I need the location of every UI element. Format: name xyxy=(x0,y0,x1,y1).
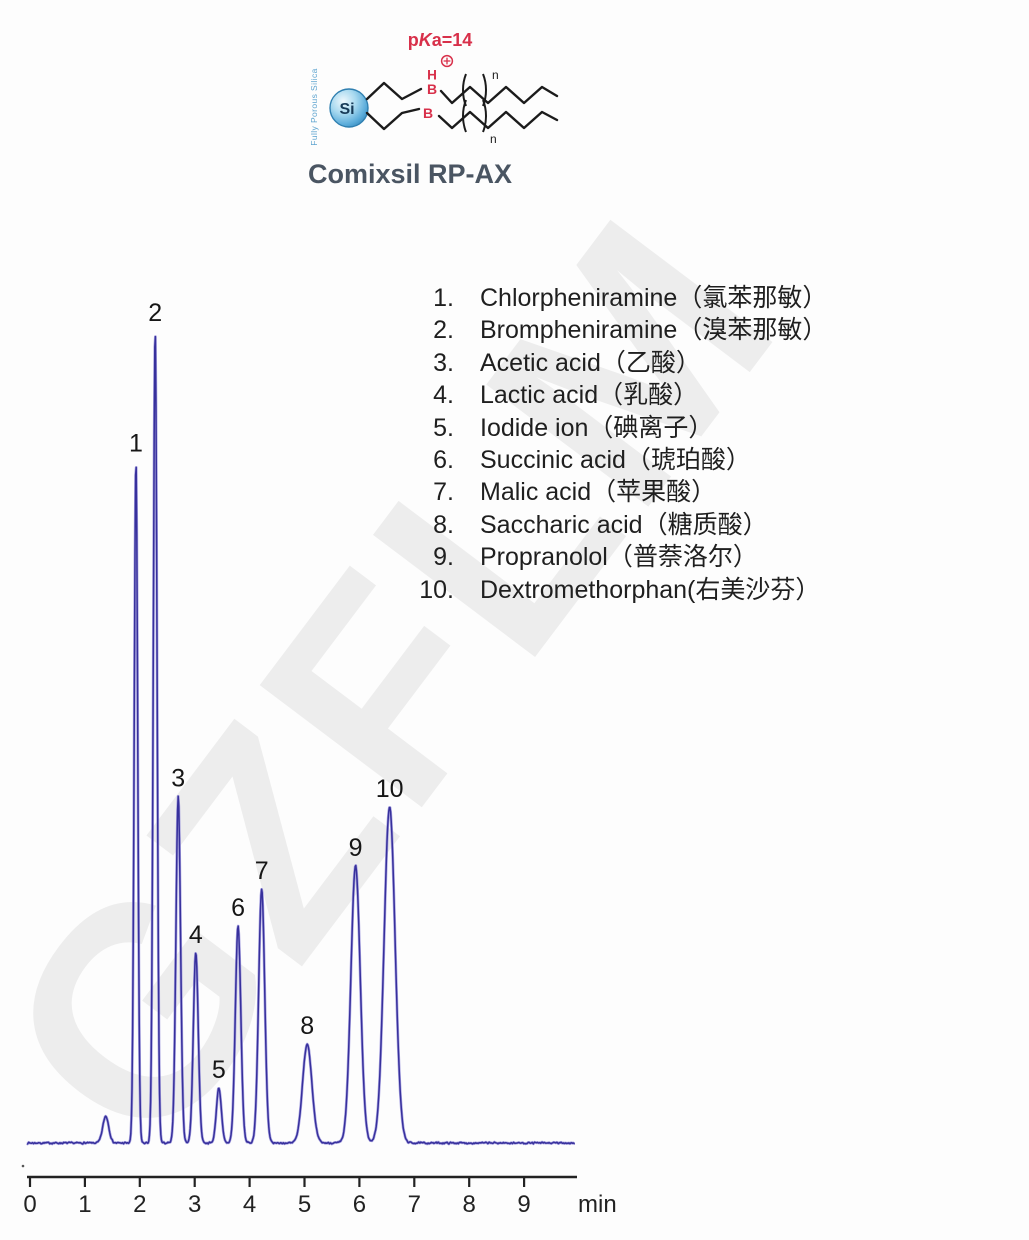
silica-ball-label: Si xyxy=(339,101,354,118)
peak-label-4: 4 xyxy=(189,921,203,949)
legend-item: 4. Lactic acid（乳酸） xyxy=(416,379,827,411)
legend-item: 9. Propranolol（普萘洛尔） xyxy=(416,541,827,573)
legend-item: 10. Dextromethorphan(右美沙芬） xyxy=(416,574,827,606)
peak-label-10: 10 xyxy=(376,775,404,803)
x-axis-tick-label: 5 xyxy=(298,1191,311,1218)
h-atom-label: H xyxy=(427,68,437,83)
legend-item-number: 2. xyxy=(433,316,454,345)
x-axis-tick-label: 0 xyxy=(23,1191,36,1218)
peak-label-1: 1 xyxy=(129,430,143,458)
legend-item-label: Dextromethorphan(右美沙芬） xyxy=(480,575,821,604)
pka-label: pKa=14 xyxy=(408,30,473,50)
chromatogram-trace xyxy=(26,335,575,1145)
circled-plus-icon xyxy=(440,54,454,68)
legend-item: 8. Saccharic acid（糖质酸） xyxy=(416,509,827,541)
x-axis-tick-label: 6 xyxy=(353,1191,366,1218)
legend-item: 7. Malic acid（苹果酸） xyxy=(416,476,827,508)
legend-item-number: 6. xyxy=(433,445,454,474)
silica-ball xyxy=(329,88,369,128)
stationary-phase-structure: pKa=14 Si Fully Porous Silica n n H xyxy=(308,30,559,189)
legend-item-number: 9. xyxy=(433,543,454,572)
legend-item-label: Chlorpheniramine（氯苯那敏） xyxy=(480,284,828,312)
legend-item-number: 4. xyxy=(433,381,454,410)
peak-label-5: 5 xyxy=(212,1056,226,1084)
legend-item-label: Brompheniramine（溴苯那敏） xyxy=(480,316,828,345)
b-atom-upper-label: B xyxy=(427,81,437,97)
peak-label-7: 7 xyxy=(255,857,269,885)
legend-item-label: Succinic acid（琥珀酸） xyxy=(480,445,751,474)
legend-item-number: 10. xyxy=(419,575,454,604)
legend-item-label: Malic acid（苹果酸） xyxy=(480,478,717,507)
legend-item: 5. Iodide ion（碘离子） xyxy=(416,412,827,444)
legend-item: 3. Acetic acid（乙酸） xyxy=(416,347,827,379)
bond-lines xyxy=(365,81,559,131)
x-axis-tick-label: 1 xyxy=(78,1191,91,1218)
x-axis-tick-label: 7 xyxy=(408,1191,421,1218)
legend-item-number: 3. xyxy=(433,348,454,377)
b-atom-lower-label: B xyxy=(423,105,433,121)
axis-artifact-dot xyxy=(21,1164,25,1168)
legend-item-number: 7. xyxy=(433,478,454,507)
legend-item-number: 1. xyxy=(433,284,454,312)
x-axis-tick-label: 4 xyxy=(243,1191,256,1218)
x-axis-tick-label: 2 xyxy=(133,1191,146,1218)
polymer-brackets xyxy=(462,73,487,133)
legend-item-label: Lactic acid（乳酸） xyxy=(480,381,699,410)
x-axis-tick-label: 8 xyxy=(463,1191,476,1218)
legend-item-number: 5. xyxy=(433,413,454,442)
repeat-n-lower: n xyxy=(490,132,497,146)
legend-item-label: Saccharic acid（糖质酸） xyxy=(480,510,768,539)
peak-label-8: 8 xyxy=(300,1012,314,1040)
legend-item: 6. Succinic acid（琥珀酸） xyxy=(416,444,827,476)
legend-item-label: Iodide ion（碘离子） xyxy=(480,413,714,442)
peak-label-3: 3 xyxy=(171,764,185,792)
legend-item-label: Propranolol（普萘洛尔） xyxy=(480,543,758,572)
repeat-n-upper: n xyxy=(492,68,499,82)
legend-item-label: Acetic acid（乙酸） xyxy=(480,348,701,377)
peak-legend-list: 1. Chlorpheniramine（氯苯那敏） 2. Brompheniramin… xyxy=(416,282,827,606)
fully-porous-silica-caption: Fully Porous Silica xyxy=(309,68,319,146)
legend-item: 2. Brompheniramine（溴苯那敏） xyxy=(416,314,827,346)
peak-label-2: 2 xyxy=(148,299,162,327)
x-axis-unit-label: min xyxy=(578,1191,617,1218)
legend-item-number: 8. xyxy=(433,510,454,539)
x-axis-tick-label: 3 xyxy=(188,1191,201,1218)
x-axis-tick-label: 9 xyxy=(517,1191,530,1218)
peak-label-6: 6 xyxy=(231,894,245,922)
column-name-title: Comixsil RP-AX xyxy=(308,159,512,189)
legend-item: 1. Chlorpheniramine（氯苯那敏） xyxy=(416,282,827,314)
peak-label-9: 9 xyxy=(349,834,363,862)
